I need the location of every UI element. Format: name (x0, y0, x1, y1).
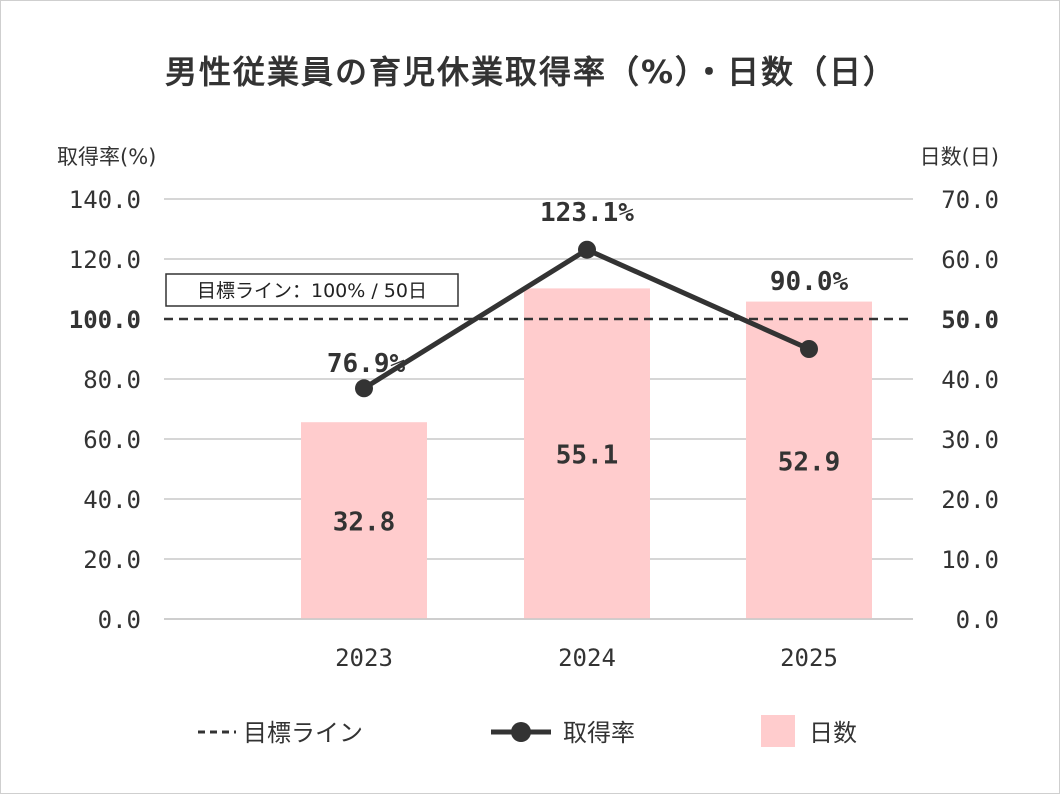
rate-point-2025 (800, 340, 818, 358)
right-tick-label: 0.0 (956, 606, 999, 634)
rate-value-label: 90.0% (770, 267, 849, 297)
rate-point-2024 (578, 240, 596, 259)
right-tick-label: 30.0 (941, 426, 999, 454)
right-tick-label: 60.0 (941, 246, 999, 274)
x-tick-label: 2024 (558, 644, 616, 672)
left-tick-label: 100.0 (69, 306, 141, 334)
right-tick-label: 70.0 (941, 186, 999, 214)
right-tick-label: 20.0 (941, 486, 999, 514)
target-label-box (165, 273, 459, 307)
left-tick-label: 120.0 (69, 246, 141, 274)
right-tick-label: 10.0 (941, 546, 999, 574)
legend-days-swatch (761, 715, 795, 747)
legend-target-label: 目標ライン (243, 719, 363, 747)
rate-value-label: 76.9% (327, 349, 406, 379)
left-tick-label: 80.0 (83, 366, 141, 394)
left-axis-title: 取得率(%) (57, 145, 156, 169)
left-tick-label: 40.0 (83, 486, 141, 514)
rate-value-label: 123.1% (540, 198, 634, 228)
left-tick-label: 60.0 (83, 426, 141, 454)
bar-value-label: 55.1 (556, 441, 619, 471)
left-tick-label: 140.0 (69, 186, 141, 214)
bar-value-label: 52.9 (778, 447, 841, 477)
rate-point-2023 (355, 379, 373, 398)
legend-rate-label: 取得率 (563, 719, 635, 747)
bar-value-label: 32.8 (333, 508, 396, 538)
target-label: 目標ライン：100% / 50日 (197, 280, 427, 302)
right-tick-label: 50.0 (941, 306, 999, 334)
left-tick-label: 20.0 (83, 546, 141, 574)
chart-title: 男性従業員の育児休業取得率（%）・日数（日） (165, 53, 897, 91)
bar-days-2023 (301, 422, 427, 619)
right-tick-label: 40.0 (941, 366, 999, 394)
right-axis-title: 日数(日) (920, 145, 999, 169)
bar-days-2024 (524, 288, 650, 619)
x-tick-label: 2023 (335, 644, 393, 672)
left-tick-label: 0.0 (98, 606, 141, 634)
legend-days-label: 日数 (809, 719, 857, 747)
legend-rate-marker (511, 722, 531, 742)
x-tick-label: 2025 (780, 644, 838, 672)
